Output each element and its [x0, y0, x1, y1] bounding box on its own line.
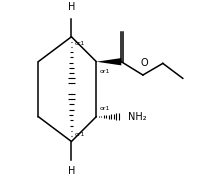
- Text: or1: or1: [100, 106, 110, 111]
- Text: H: H: [68, 166, 75, 176]
- Text: or1: or1: [100, 69, 110, 74]
- Polygon shape: [96, 58, 121, 65]
- Text: or1: or1: [75, 41, 85, 46]
- Text: O: O: [141, 57, 148, 67]
- Text: H: H: [68, 2, 75, 12]
- Text: NH₂: NH₂: [128, 112, 147, 122]
- Text: or1: or1: [75, 132, 85, 137]
